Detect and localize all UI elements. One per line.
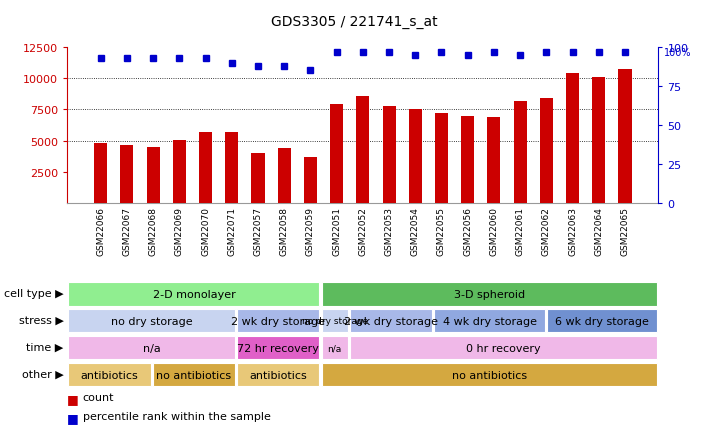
FancyBboxPatch shape bbox=[153, 363, 235, 387]
Text: n/a: n/a bbox=[143, 343, 161, 353]
Bar bbox=[487, 118, 501, 204]
Bar bbox=[147, 148, 160, 204]
Text: other ▶: other ▶ bbox=[22, 369, 64, 379]
FancyBboxPatch shape bbox=[350, 309, 432, 333]
Text: ■: ■ bbox=[67, 411, 79, 424]
Text: time ▶: time ▶ bbox=[26, 342, 64, 352]
Text: stress ▶: stress ▶ bbox=[19, 316, 64, 325]
Text: 4 wk dry storage: 4 wk dry storage bbox=[442, 316, 537, 326]
FancyBboxPatch shape bbox=[350, 336, 657, 360]
Text: count: count bbox=[83, 392, 114, 402]
Bar bbox=[382, 106, 396, 204]
Text: 0 hr recovery: 0 hr recovery bbox=[467, 343, 541, 353]
Text: 2 wk dry storage: 2 wk dry storage bbox=[232, 316, 326, 326]
Text: no antibiotics: no antibiotics bbox=[452, 370, 527, 380]
Text: 2 wk dry storage: 2 wk dry storage bbox=[344, 316, 438, 326]
Text: 72 hr recovery: 72 hr recovery bbox=[237, 343, 319, 353]
Bar bbox=[225, 133, 239, 204]
Bar bbox=[251, 154, 265, 204]
Text: 100%: 100% bbox=[664, 48, 692, 58]
Text: GDS3305 / 221741_s_at: GDS3305 / 221741_s_at bbox=[270, 15, 438, 29]
FancyBboxPatch shape bbox=[321, 282, 657, 306]
FancyBboxPatch shape bbox=[237, 363, 319, 387]
Text: ■: ■ bbox=[67, 392, 79, 405]
FancyBboxPatch shape bbox=[237, 336, 319, 360]
Text: antibiotics: antibiotics bbox=[81, 370, 138, 380]
Text: no dry storage: no dry storage bbox=[111, 316, 193, 326]
Bar bbox=[304, 158, 317, 204]
Text: cell type ▶: cell type ▶ bbox=[4, 289, 64, 298]
Bar bbox=[199, 133, 212, 204]
Bar bbox=[619, 70, 632, 204]
FancyBboxPatch shape bbox=[321, 363, 657, 387]
FancyBboxPatch shape bbox=[321, 336, 348, 360]
FancyBboxPatch shape bbox=[547, 309, 657, 333]
Bar bbox=[94, 144, 107, 204]
FancyBboxPatch shape bbox=[69, 282, 319, 306]
FancyBboxPatch shape bbox=[69, 309, 235, 333]
Bar bbox=[409, 110, 422, 204]
Text: 2-D monolayer: 2-D monolayer bbox=[152, 289, 235, 299]
Text: percentile rank within the sample: percentile rank within the sample bbox=[83, 411, 270, 421]
FancyBboxPatch shape bbox=[321, 309, 348, 333]
Text: no dry storage: no dry storage bbox=[302, 316, 368, 326]
Bar bbox=[461, 116, 474, 204]
Bar bbox=[566, 74, 579, 204]
Bar bbox=[513, 102, 527, 204]
Bar bbox=[435, 114, 448, 204]
FancyBboxPatch shape bbox=[69, 336, 235, 360]
Bar bbox=[278, 149, 291, 204]
FancyBboxPatch shape bbox=[434, 309, 544, 333]
Text: n/a: n/a bbox=[328, 343, 342, 352]
Bar bbox=[330, 105, 343, 204]
FancyBboxPatch shape bbox=[69, 363, 151, 387]
Text: no antibiotics: no antibiotics bbox=[156, 370, 232, 380]
Bar bbox=[356, 96, 370, 204]
Bar bbox=[120, 145, 133, 204]
FancyBboxPatch shape bbox=[237, 309, 319, 333]
Bar bbox=[173, 140, 186, 204]
Text: 6 wk dry storage: 6 wk dry storage bbox=[555, 316, 649, 326]
Text: 3-D spheroid: 3-D spheroid bbox=[454, 289, 525, 299]
Bar bbox=[539, 99, 553, 204]
Text: antibiotics: antibiotics bbox=[249, 370, 307, 380]
Bar bbox=[593, 78, 605, 204]
